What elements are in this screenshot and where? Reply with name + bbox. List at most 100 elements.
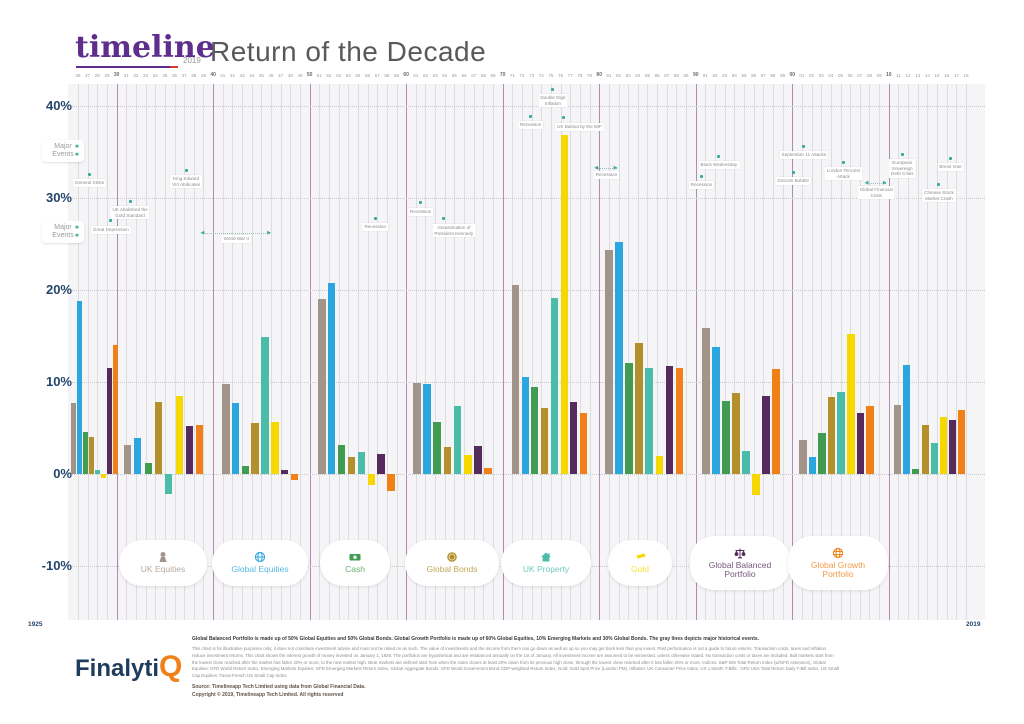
year-tick-label: 03 [818,73,824,78]
year-tick-label: 60 [403,72,409,78]
event-span-line [866,183,886,184]
bar-cash-1980s [625,362,633,474]
legend-uk-property: UK Property [501,540,591,586]
bar-global-bonds-1970s [541,407,549,474]
year-tick-label: 18 [963,73,969,78]
event-label: Recession [593,171,620,179]
year-tick-label: 68 [480,73,486,78]
bar-uk-equities-2010s [894,405,901,474]
event-label: Chinese Stock Market Crash [922,189,956,203]
bar-global-growth-portfolio-1930s [196,425,204,474]
logo-year: 2019 [183,56,201,65]
bar-global-growth-portfolio-1970s [579,413,587,474]
year-gridline [135,84,137,620]
y-gridline [68,290,985,291]
bar-uk-property-1930s [165,474,173,495]
year-gridline [444,84,446,620]
year-gridline [348,84,350,620]
event-marker-icon [841,161,845,164]
bar-global-balanced-portfolio-1950s [377,453,385,474]
legend-global-equities: Global Equities [212,540,308,586]
year-gridline [271,84,273,620]
bar-uk-property-1980s [645,368,653,474]
legend-label: UK Equities [140,564,186,575]
year-tick-label: 29 [104,73,110,78]
bar-cash-2000s [818,432,826,474]
bar-gold-1980s [655,455,663,474]
decade-gridline [213,84,215,620]
year-tick-label: 27 [85,73,91,78]
year-tick-label: 95 [741,73,747,78]
year-gridline [879,84,881,620]
major-events-dots-icon: ✱ ✱ [74,225,80,239]
year-tick-label: 13 [915,73,921,78]
bar-uk-equities-2000s [799,439,807,474]
scales-icon [734,548,746,559]
legend-global-growth-portfolio: Global Growth Portfolio [788,536,888,590]
bar-uk-equities-1990s [702,327,710,474]
bar-global-balanced-portfolio-1970s [570,402,578,474]
year-gridline [251,84,253,620]
year-gridline [579,84,581,620]
event-label: Brexit Vote [937,163,964,171]
year-gridline [483,84,485,620]
decade-gridline [792,84,794,620]
year-gridline [386,84,388,620]
year-tick-label: 66 [461,73,467,78]
year-tick-label: 84 [635,73,641,78]
finalytiq-logo-text: Finalyti [75,655,160,682]
year-gridline [811,84,813,620]
year-gridline [869,84,871,620]
year-tick-label: 89 [683,73,689,78]
bar-gold-1940s [271,421,279,474]
bar-global-equities-1930s [134,438,142,474]
year-tick-label: 07 [857,73,863,78]
year-gridline [493,84,495,620]
year-tick-label: 12 [905,73,911,78]
year-gridline [367,84,369,620]
year-gridline [338,84,340,620]
bar-uk-property-1970s [550,298,558,474]
timeline-logo-underline [76,66,176,68]
decade-gridline [888,84,890,620]
bar-uk-equities-1980s [605,250,613,474]
legend-label: Cash [345,564,365,575]
year-tick-label: 50 [306,72,313,78]
bar-global-bonds-1920s [89,437,94,474]
year-gridline [203,84,205,620]
event-marker-icon [802,145,806,148]
bar-global-balanced-portfolio-1940s [280,470,289,474]
legend-label: UK Property [522,564,570,575]
year-gridline [666,84,668,620]
year-gridline [521,84,523,620]
year-gridline [299,84,301,620]
year-tick-label: 42 [229,73,235,78]
year-tick-label: 77 [567,73,573,78]
arrow-right-icon: ▶ [882,180,887,186]
y-gridline [68,106,985,107]
year-gridline [724,84,726,620]
event-marker-icon [900,153,904,156]
year-tick-label: 70 [499,72,506,78]
year-tick-label: 08 [866,73,872,78]
year-gridline [145,84,147,620]
globe-icon [254,552,266,563]
year-gridline [106,84,108,620]
legend-label: Gold [631,564,649,575]
year-gridline [917,84,919,620]
bar-global-growth-portfolio-1960s [484,468,492,474]
year-tick-label: 02 [809,73,815,78]
event-label: September 11 Attacks [779,151,829,159]
bar-gold-1920s [101,474,106,478]
year-tick-label: 83 [625,73,631,78]
year-tick-label: 45 [258,73,264,78]
event-span-line [202,233,271,234]
legend-label: Global Balanced Portfolio [708,559,772,579]
event-marker-icon [717,155,721,158]
footer-source: Source: Timelineapp Tech Limited using d… [192,684,366,698]
globe-grid-icon [832,547,844,558]
bar-global-balanced-portfolio-2010s [949,419,957,474]
year-tick-label: 80 [596,72,602,78]
bar-global-growth-portfolio-2000s [866,405,874,474]
